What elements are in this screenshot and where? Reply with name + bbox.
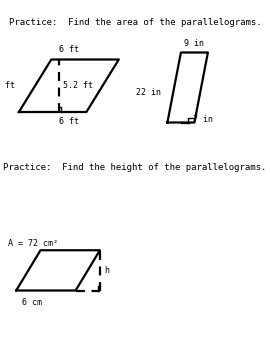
Text: 9 in: 9 in [184,39,204,48]
Text: 22 in: 22 in [136,88,161,97]
Text: 6 cm: 6 cm [22,298,42,307]
Text: 5.8 ft: 5.8 ft [0,81,15,90]
Text: 6 ft: 6 ft [59,117,79,126]
Text: h: h [104,266,109,275]
Text: 6 ft: 6 ft [59,45,79,54]
Text: 7 in: 7 in [193,115,213,124]
Text: A = 72 cm²: A = 72 cm² [8,239,58,248]
Text: Practice:  Find the area of the parallelograms.: Practice: Find the area of the parallelo… [9,18,261,27]
Text: 5.2 ft: 5.2 ft [63,81,93,90]
Text: Practice:  Find the height of the parallelograms.: Practice: Find the height of the paralle… [3,163,267,173]
